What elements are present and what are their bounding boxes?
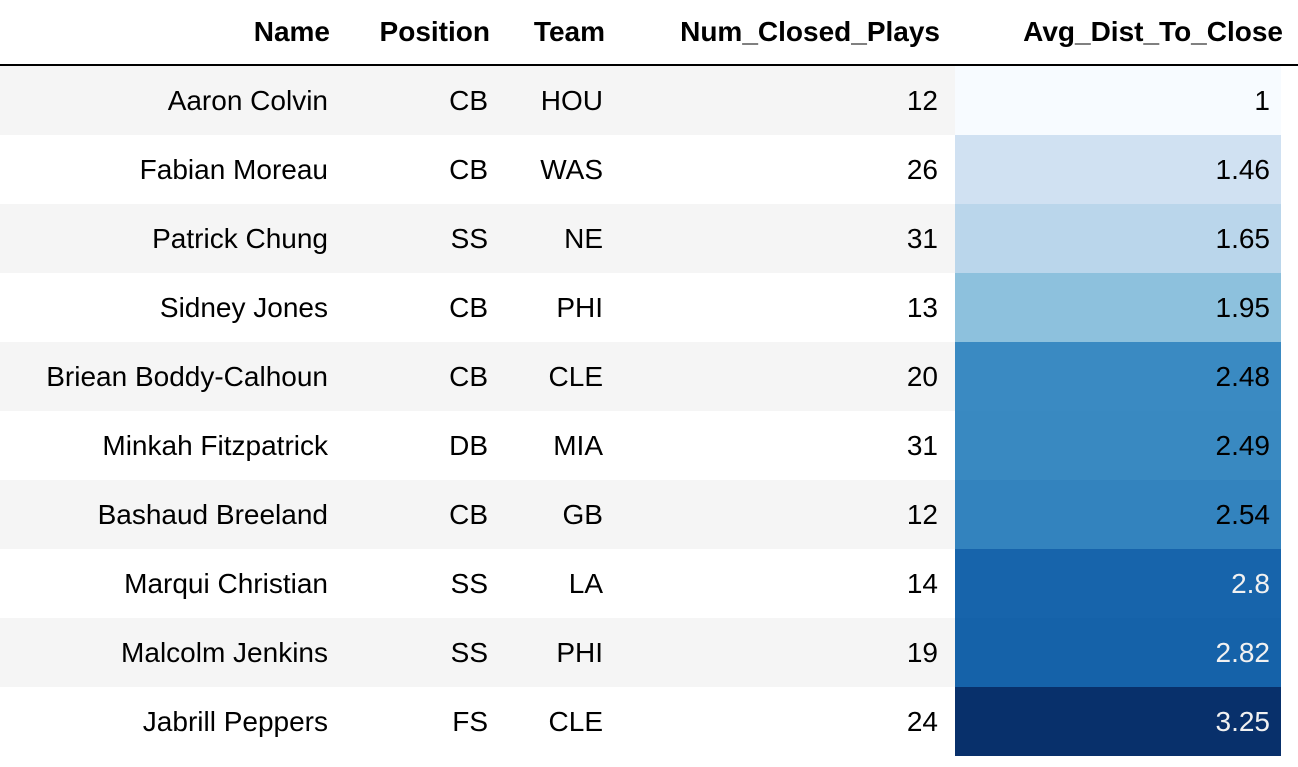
cell-position: FS — [345, 687, 505, 756]
table-row: Fabian Moreau CB WAS 26 1.46 — [0, 135, 1298, 204]
cell-name: Jabrill Peppers — [0, 687, 345, 756]
table-row: Minkah Fitzpatrick DB MIA 31 2.49 — [0, 411, 1298, 480]
cell-position: CB — [345, 480, 505, 549]
cell-name: Patrick Chung — [0, 204, 345, 273]
cell-name: Minkah Fitzpatrick — [0, 411, 345, 480]
table-row: Briean Boddy-Calhoun CB CLE 20 2.48 — [0, 342, 1298, 411]
table-row: Bashaud Breeland CB GB 12 2.54 — [0, 480, 1298, 549]
cell-num-closed-plays: 13 — [620, 273, 955, 342]
cell-team: HOU — [505, 65, 620, 135]
cell-team: PHI — [505, 618, 620, 687]
cell-team: NE — [505, 204, 620, 273]
cell-position: CB — [345, 65, 505, 135]
column-header-position: Position — [345, 0, 505, 66]
cell-avg-dist-to-close: 3.25 — [955, 687, 1298, 756]
cell-team: PHI — [505, 273, 620, 342]
cell-team: LA — [505, 549, 620, 618]
table-row: Patrick Chung SS NE 31 1.65 — [0, 204, 1298, 273]
cell-avg-dist-to-close: 2.54 — [955, 480, 1298, 549]
cell-name: Aaron Colvin — [0, 65, 345, 135]
cell-num-closed-plays: 19 — [620, 618, 955, 687]
cell-position: DB — [345, 411, 505, 480]
column-header-name: Name — [0, 0, 345, 66]
column-header-num-closed-plays: Num_Closed_Plays — [620, 0, 955, 66]
cell-team: CLE — [505, 687, 620, 756]
cell-position: CB — [345, 273, 505, 342]
cell-name: Sidney Jones — [0, 273, 345, 342]
cell-avg-dist-to-close: 2.8 — [955, 549, 1298, 618]
cell-team: GB — [505, 480, 620, 549]
table-row: Malcolm Jenkins SS PHI 19 2.82 — [0, 618, 1298, 687]
cell-name: Briean Boddy-Calhoun — [0, 342, 345, 411]
cell-avg-dist-to-close: 2.48 — [955, 342, 1298, 411]
cell-name: Malcolm Jenkins — [0, 618, 345, 687]
cell-team: CLE — [505, 342, 620, 411]
table-row: Jabrill Peppers FS CLE 24 3.25 — [0, 687, 1298, 756]
cell-name: Fabian Moreau — [0, 135, 345, 204]
cell-name: Marqui Christian — [0, 549, 345, 618]
cell-num-closed-plays: 14 — [620, 549, 955, 618]
cell-avg-dist-to-close: 1.95 — [955, 273, 1298, 342]
cell-team: WAS — [505, 135, 620, 204]
cell-team: MIA — [505, 411, 620, 480]
cell-position: SS — [345, 204, 505, 273]
cell-avg-dist-to-close: 2.82 — [955, 618, 1298, 687]
cell-num-closed-plays: 31 — [620, 411, 955, 480]
cell-position: SS — [345, 618, 505, 687]
cell-name: Bashaud Breeland — [0, 480, 345, 549]
cell-avg-dist-to-close: 1.46 — [955, 135, 1298, 204]
cell-position: SS — [345, 549, 505, 618]
cell-avg-dist-to-close: 1 — [955, 65, 1298, 135]
table-row: Aaron Colvin CB HOU 12 1 — [0, 65, 1298, 135]
header-row: Name Position Team Num_Closed_Plays Avg_… — [0, 0, 1298, 66]
cell-num-closed-plays: 26 — [620, 135, 955, 204]
cell-num-closed-plays: 12 — [620, 480, 955, 549]
table-body: Aaron Colvin CB HOU 12 1 Fabian Moreau C… — [0, 65, 1298, 756]
cell-num-closed-plays: 12 — [620, 65, 955, 135]
table-header: Name Position Team Num_Closed_Plays Avg_… — [0, 0, 1298, 66]
cell-num-closed-plays: 20 — [620, 342, 955, 411]
cell-avg-dist-to-close: 1.65 — [955, 204, 1298, 273]
column-header-avg-dist-to-close: Avg_Dist_To_Close — [955, 0, 1298, 66]
cell-num-closed-plays: 24 — [620, 687, 955, 756]
table-row: Marqui Christian SS LA 14 2.8 — [0, 549, 1298, 618]
cell-position: CB — [345, 135, 505, 204]
cell-num-closed-plays: 31 — [620, 204, 955, 273]
cell-avg-dist-to-close: 2.49 — [955, 411, 1298, 480]
column-header-team: Team — [505, 0, 620, 66]
cell-position: CB — [345, 342, 505, 411]
table-row: Sidney Jones CB PHI 13 1.95 — [0, 273, 1298, 342]
